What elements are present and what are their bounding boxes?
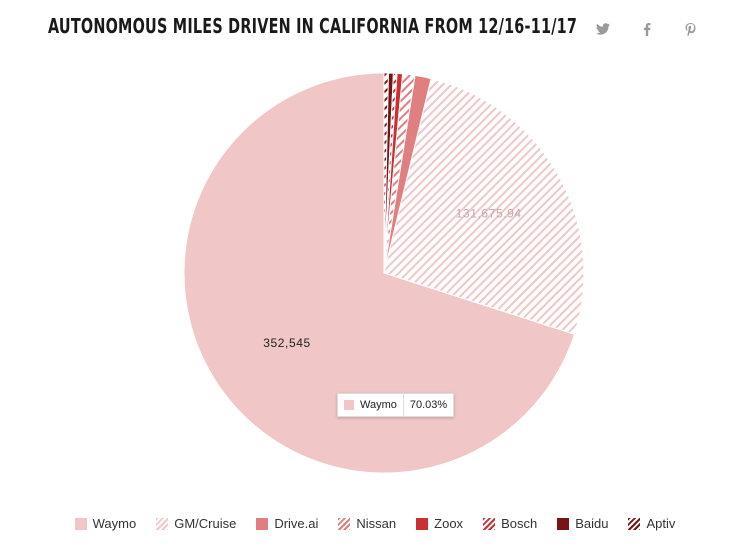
- legend-item-aptiv[interactable]: Aptiv: [628, 516, 675, 531]
- legend-swatch-gm-cruise: [156, 517, 169, 530]
- legend-swatch-drive-ai: [256, 517, 269, 530]
- value-label-waymo: 352,545: [263, 336, 311, 350]
- legend-item-gm-cruise[interactable]: GM/Cruise: [156, 516, 236, 531]
- legend-item-bosch[interactable]: Bosch: [483, 516, 537, 531]
- twitter-icon[interactable]: [593, 19, 613, 39]
- legend-item-baidu[interactable]: Baidu: [557, 516, 608, 531]
- pie-slice-waymo[interactable]: [183, 72, 576, 474]
- legend-swatch-baidu: [557, 517, 570, 530]
- legend-item-zoox[interactable]: Zoox: [416, 516, 463, 531]
- legend-item-drive-ai[interactable]: Drive.ai: [256, 516, 318, 531]
- value-label-gm-cruise: 131,675.94: [456, 206, 522, 220]
- pie-slice-gm-cruise[interactable]: [383, 78, 585, 335]
- legend-swatch-zoox: [416, 517, 429, 530]
- legend-label-aptiv: Aptiv: [646, 516, 676, 531]
- tooltip-swatch: [344, 400, 354, 410]
- legend-swatch-aptiv: [628, 517, 641, 530]
- legend-label-nissan: Nissan: [356, 516, 397, 531]
- legend-label-baidu: Baidu: [575, 516, 609, 531]
- legend-label-waymo: Waymo: [92, 516, 137, 531]
- tooltip: Waymo 70.03%: [337, 393, 455, 417]
- tooltip-name: Waymo: [360, 394, 404, 416]
- legend-label-zoox: Zoox: [434, 516, 464, 531]
- legend-item-waymo[interactable]: Waymo: [74, 516, 137, 531]
- legend-swatch-nissan: [338, 517, 351, 530]
- legend-label-bosch: Bosch: [501, 516, 538, 531]
- tooltip-percent: 70.03%: [409, 399, 448, 411]
- legend-label-drive-ai: Drive.ai: [274, 516, 319, 531]
- legend-label-gm-cruise: GM/Cruise: [174, 516, 237, 531]
- chart-title: AUTONOMOUS MILES DRIVEN IN CALIFORNIA FR…: [48, 14, 578, 38]
- pinterest-icon[interactable]: [680, 19, 700, 39]
- legend-item-nissan[interactable]: Nissan: [338, 516, 396, 531]
- facebook-icon[interactable]: [637, 19, 657, 39]
- legend-swatch-waymo: [74, 517, 87, 530]
- legend: Waymo GM/Cruise Drive.ai Nissan Zoox Bosch Bai…: [0, 516, 750, 531]
- legend-swatch-bosch: [483, 517, 496, 530]
